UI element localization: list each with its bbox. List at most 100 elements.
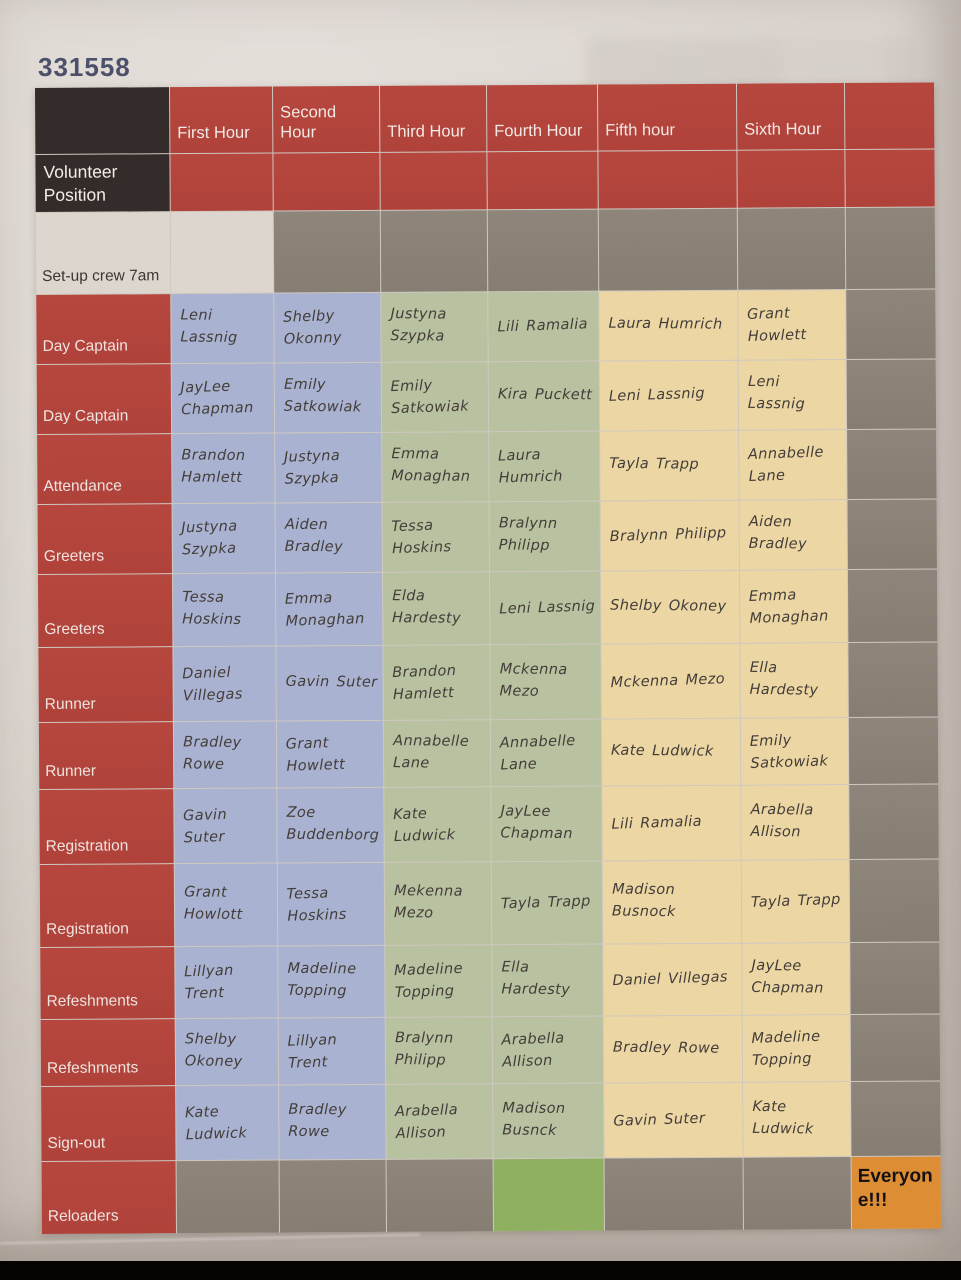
schedule-cell-runner-2-hour4-text: Annabelle Lane [499, 732, 576, 774]
row-label-day-captain-1-text: Day Captain [42, 337, 128, 356]
schedule-cell-day-captain-2-hour2-text: Emily Satkowiak [283, 376, 362, 416]
unused-cell [847, 429, 937, 500]
schedule-cell-runner-1-hour5-text: Mckenna Mezo [610, 670, 726, 691]
row-label-reloaders: Reloaders [41, 1161, 176, 1234]
schedule-cell-greeters-1-hour1: Justyna Szypka [172, 503, 275, 574]
unused-cell [847, 499, 937, 570]
unused-cell [737, 208, 846, 290]
empty-cell [598, 150, 737, 209]
schedule-cell-day-captain-1-hour4: Lili Ramalia [488, 291, 599, 362]
schedule-cell-refeshments-1-hour6-text: JayLee Chapman [751, 957, 824, 998]
schedule-cell-registration-1-hour1: Gavin Suter [174, 788, 277, 864]
hour-header: Third Hour [379, 85, 487, 152]
hour-header: Second Hour [272, 85, 380, 153]
schedule-cell-runner-1-hour4-text: Mckenna Mezo [499, 660, 568, 700]
schedule-cell-runner-2-hour4: Annabelle Lane [490, 719, 602, 787]
schedule-cell-day-captain-1-hour2: Shelby Okonny [274, 292, 381, 363]
schedule-cell-refeshments-1-hour3: Madeline Topping [385, 945, 492, 1017]
unused-cell [850, 942, 940, 1015]
row-label-runner-1: Runner [38, 647, 173, 722]
schedule-cell-registration-2-hour6: Tayla Trapp [741, 860, 850, 943]
schedule-cell-day-captain-1-hour1-text: Leni Lassnig [180, 307, 238, 347]
row-label-setup-crew: Set-up crew 7am [35, 212, 171, 294]
unused-cell [743, 1157, 851, 1230]
schedule-cell-attendance-hour2: Justyna Szypka [275, 432, 382, 503]
schedule-cell-runner-1-hour3: Brandon Hamlett [383, 645, 490, 720]
schedule-cell-sign-out-hour5-text: Gavin Suter [613, 1110, 706, 1130]
schedule-cell-registration-2-hour4: Tayla Trapp [491, 861, 603, 945]
everyone-cell: Everyone!!! [851, 1156, 941, 1230]
unused-cell [850, 1014, 941, 1082]
schedule-cell-runner-1-hour1: Daniel Villegas [173, 646, 276, 722]
schedule-cell-sign-out-hour6-text: Kate Ludwick [752, 1098, 814, 1138]
schedule-cell-registration-2-hour6-text: Tayla Trapp [750, 891, 841, 911]
schedule-cell-registration-1-hour3: Kate Ludwick [384, 787, 491, 862]
schedule-cell-registration-2-hour1: Grant Howlott [174, 863, 278, 947]
row-label-greeters-2: Greeters [37, 574, 173, 647]
schedule-cell-runner-2-hour5-text: Kate Ludwick [611, 742, 714, 760]
schedule-cell-day-captain-1-hour6-text: Grant Howlett [746, 305, 807, 346]
schedule-cell-day-captain-2-hour6-text: Leni Lassnig [747, 373, 806, 413]
unused-cell [380, 210, 488, 292]
schedule-cell-day-captain-1-hour3: Justyna Szypka [381, 292, 488, 362]
schedule-cell-refeshments-1-hour2-text: Madeline Topping [287, 960, 357, 1000]
schedule-cell-greeters-2-hour5-text: Shelby Okoney [610, 597, 727, 615]
schedule-cell-registration-1-hour1-text: Gavin Suter [182, 806, 228, 847]
schedule-cell-day-captain-2-hour6: Leni Lassnig [738, 360, 847, 430]
schedule-cell-refeshments-2-hour6-text: Madeline Topping [751, 1028, 821, 1069]
row-label-greeters-1: Greeters [37, 504, 172, 574]
schedule-cell-registration-1-hour4-text: JayLee Chapman [500, 802, 573, 843]
schedule-cell-runner-2-hour6-text: Emily Satkowiak [749, 732, 829, 772]
empty-cell [845, 149, 935, 208]
row-label-reloaders-text: Reloaders [47, 1207, 119, 1226]
unused-cell [487, 209, 599, 292]
schedule-cell-greeters-2-hour6: Emma Monaghan [739, 570, 848, 643]
schedule-cell-attendance-hour3-text: Emma Monaghan [391, 446, 471, 486]
unused-cell [279, 1159, 386, 1233]
hour-header: Sixth Hour [736, 83, 845, 150]
schedule-cell-attendance-hour6: Annabelle Lane [739, 430, 847, 500]
schedule-cell-sign-out-hour1: Kate Ludwick [176, 1085, 279, 1161]
schedule-cell-registration-1-hour6-text: Arabella Allison [750, 801, 814, 841]
schedule-cell-attendance-hour5-text: Tayla Trapp [609, 456, 700, 473]
schedule-cell-sign-out-hour3: Arabella Allison [386, 1084, 493, 1159]
schedule-cell-registration-1-hour2: Zoe Buddenborg [277, 787, 384, 863]
schedule-cell-greeters-2-hour4-text: Leni Lassnig [498, 598, 596, 618]
schedule-cell-registration-2-hour2-text: Tessa Hoskins [286, 884, 347, 925]
schedule-cell-refeshments-2-hour4-text: Arabella Allison [501, 1029, 565, 1071]
schedule-cell-day-captain-2-hour1-text: JayLee Chapman [180, 378, 254, 419]
schedule-cell-sign-out-hour2-text: Bradley Rowe [288, 1101, 347, 1141]
schedule-cell-refeshments-1-hour6: JayLee Chapman [742, 943, 850, 1015]
row-label-sign-out-text: Sign-out [47, 1134, 106, 1153]
schedule-cell-sign-out-hour3-text: Arabella Allison [394, 1101, 459, 1143]
row-label-volunteer-position: Volunteer Position [35, 154, 170, 212]
schedule-cell-registration-1-hour5: Lili Ramalia [602, 785, 741, 861]
schedule-cell-day-captain-2-hour4: Kira Puckett [488, 361, 600, 432]
photo-edge [0, 1261, 961, 1280]
schedule-cell-registration-1-hour2-text: Zoe Buddenborg [286, 804, 380, 844]
row-label-greeters-1-text: Greeters [43, 547, 105, 566]
schedule-cell-runner-1-hour6: Ella Hardesty [740, 643, 848, 718]
schedule-cell-registration-1-hour5-text: Lili Ramalia [611, 813, 703, 833]
schedule-cell-greeters-2-hour3-text: Elda Hardesty [392, 587, 462, 627]
schedule-cell-day-captain-2-hour3-text: Emily Satkowiak [390, 377, 470, 418]
page-number: 331558 [38, 52, 131, 82]
schedule-cell-sign-out-hour1-text: Kate Ludwick [184, 1103, 248, 1144]
schedule-cell-day-captain-2-hour1: JayLee Chapman [171, 363, 275, 434]
unused-cell [386, 1159, 493, 1232]
unused-cell [849, 784, 939, 860]
hour-header-text: Sixth Hour [744, 120, 822, 140]
schedule-cell-day-captain-1-hour2-text: Shelby Okonny [282, 308, 343, 349]
schedule-cell-attendance-hour5: Tayla Trapp [600, 430, 739, 501]
schedule-cell-runner-1-hour4: Mckenna Mezo [490, 644, 601, 720]
row-label-refeshments-1: Refeshments [40, 947, 175, 1019]
schedule-cell-runner-2-hour3-text: Annabelle Lane [392, 732, 470, 772]
schedule-cell-registration-2-hour3-text: Mekenna Mezo [393, 882, 464, 922]
schedule-cell-attendance-hour3: Emma Monaghan [382, 432, 489, 502]
row-label-refeshments-2-text: Refeshments [46, 1059, 139, 1078]
unused-cell [273, 210, 381, 293]
row-label-refeshments-2: Refeshments [40, 1019, 176, 1086]
schedule-cell-day-captain-2-hour4-text: Kira Puckett [497, 386, 593, 404]
row-label-runner-1-text: Runner [44, 696, 96, 714]
